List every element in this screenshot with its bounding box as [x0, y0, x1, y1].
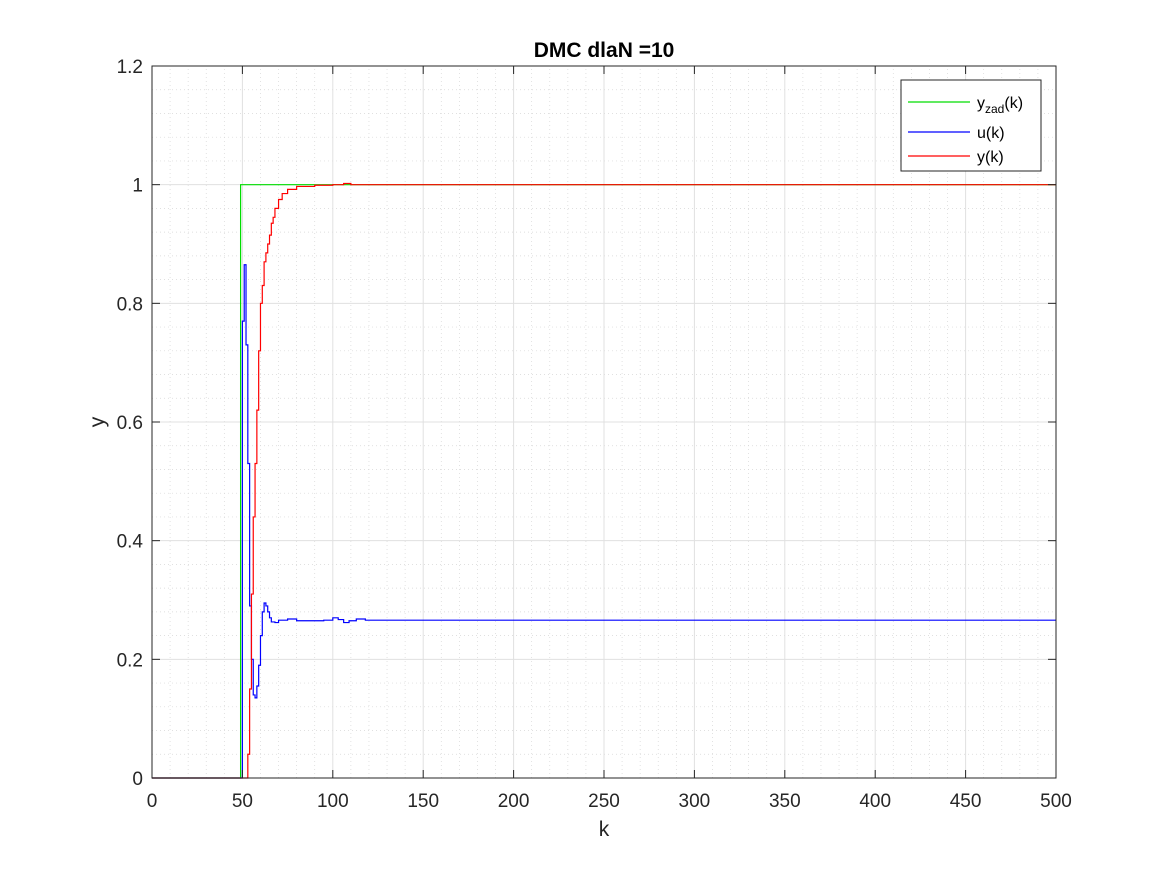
series-y-line [152, 182, 1056, 779]
y-tick-labels: 0 0.2 0.4 0.6 0.8 1 1.2 [117, 57, 144, 790]
x-tick-label: 150 [407, 791, 439, 812]
legend-label-yzad: yzad(k) [977, 95, 1023, 116]
chart-title: DMC dlaN =10 [534, 39, 675, 62]
y-tick-label: 0.4 [117, 532, 144, 553]
legend: yzad(k) u(k) y(k) [900, 79, 1042, 172]
y-tick-label: 1.2 [117, 57, 143, 78]
legend-label-yzad-base: y [977, 95, 985, 112]
x-tick-label: 500 [1040, 791, 1072, 812]
y-tick-label: 0.6 [117, 413, 143, 434]
legend-label-u: u(k) [977, 125, 1005, 142]
y-tick-label: 0 [132, 769, 143, 790]
x-axis-label: k [599, 818, 610, 841]
legend-label-yzad-tail: (k) [1004, 95, 1023, 112]
legend-label-y: y(k) [977, 149, 1004, 166]
x-tick-labels: 0 50 100 150 200 250 300 350 400 450 500 [147, 791, 1072, 812]
x-tick-label: 400 [859, 791, 891, 812]
y-axis-label: y [86, 416, 109, 427]
y-tick-label: 1 [132, 176, 143, 197]
series-u-line [152, 264, 1056, 779]
legend-label-yzad-sub: zad [985, 102, 1004, 116]
x-tick-label: 450 [950, 791, 982, 812]
x-tick-label: 0 [147, 791, 158, 812]
x-tick-label: 200 [498, 791, 530, 812]
x-tick-label: 100 [317, 791, 349, 812]
ticks-layer [151, 65, 1057, 779]
y-tick-label: 0.2 [117, 650, 143, 671]
x-tick-label: 300 [679, 791, 711, 812]
y-tick-label: 0.8 [117, 294, 143, 315]
x-tick-label: 50 [232, 791, 253, 812]
legend-box [900, 79, 1042, 172]
x-tick-label: 350 [769, 791, 801, 812]
x-tick-label: 250 [588, 791, 620, 812]
